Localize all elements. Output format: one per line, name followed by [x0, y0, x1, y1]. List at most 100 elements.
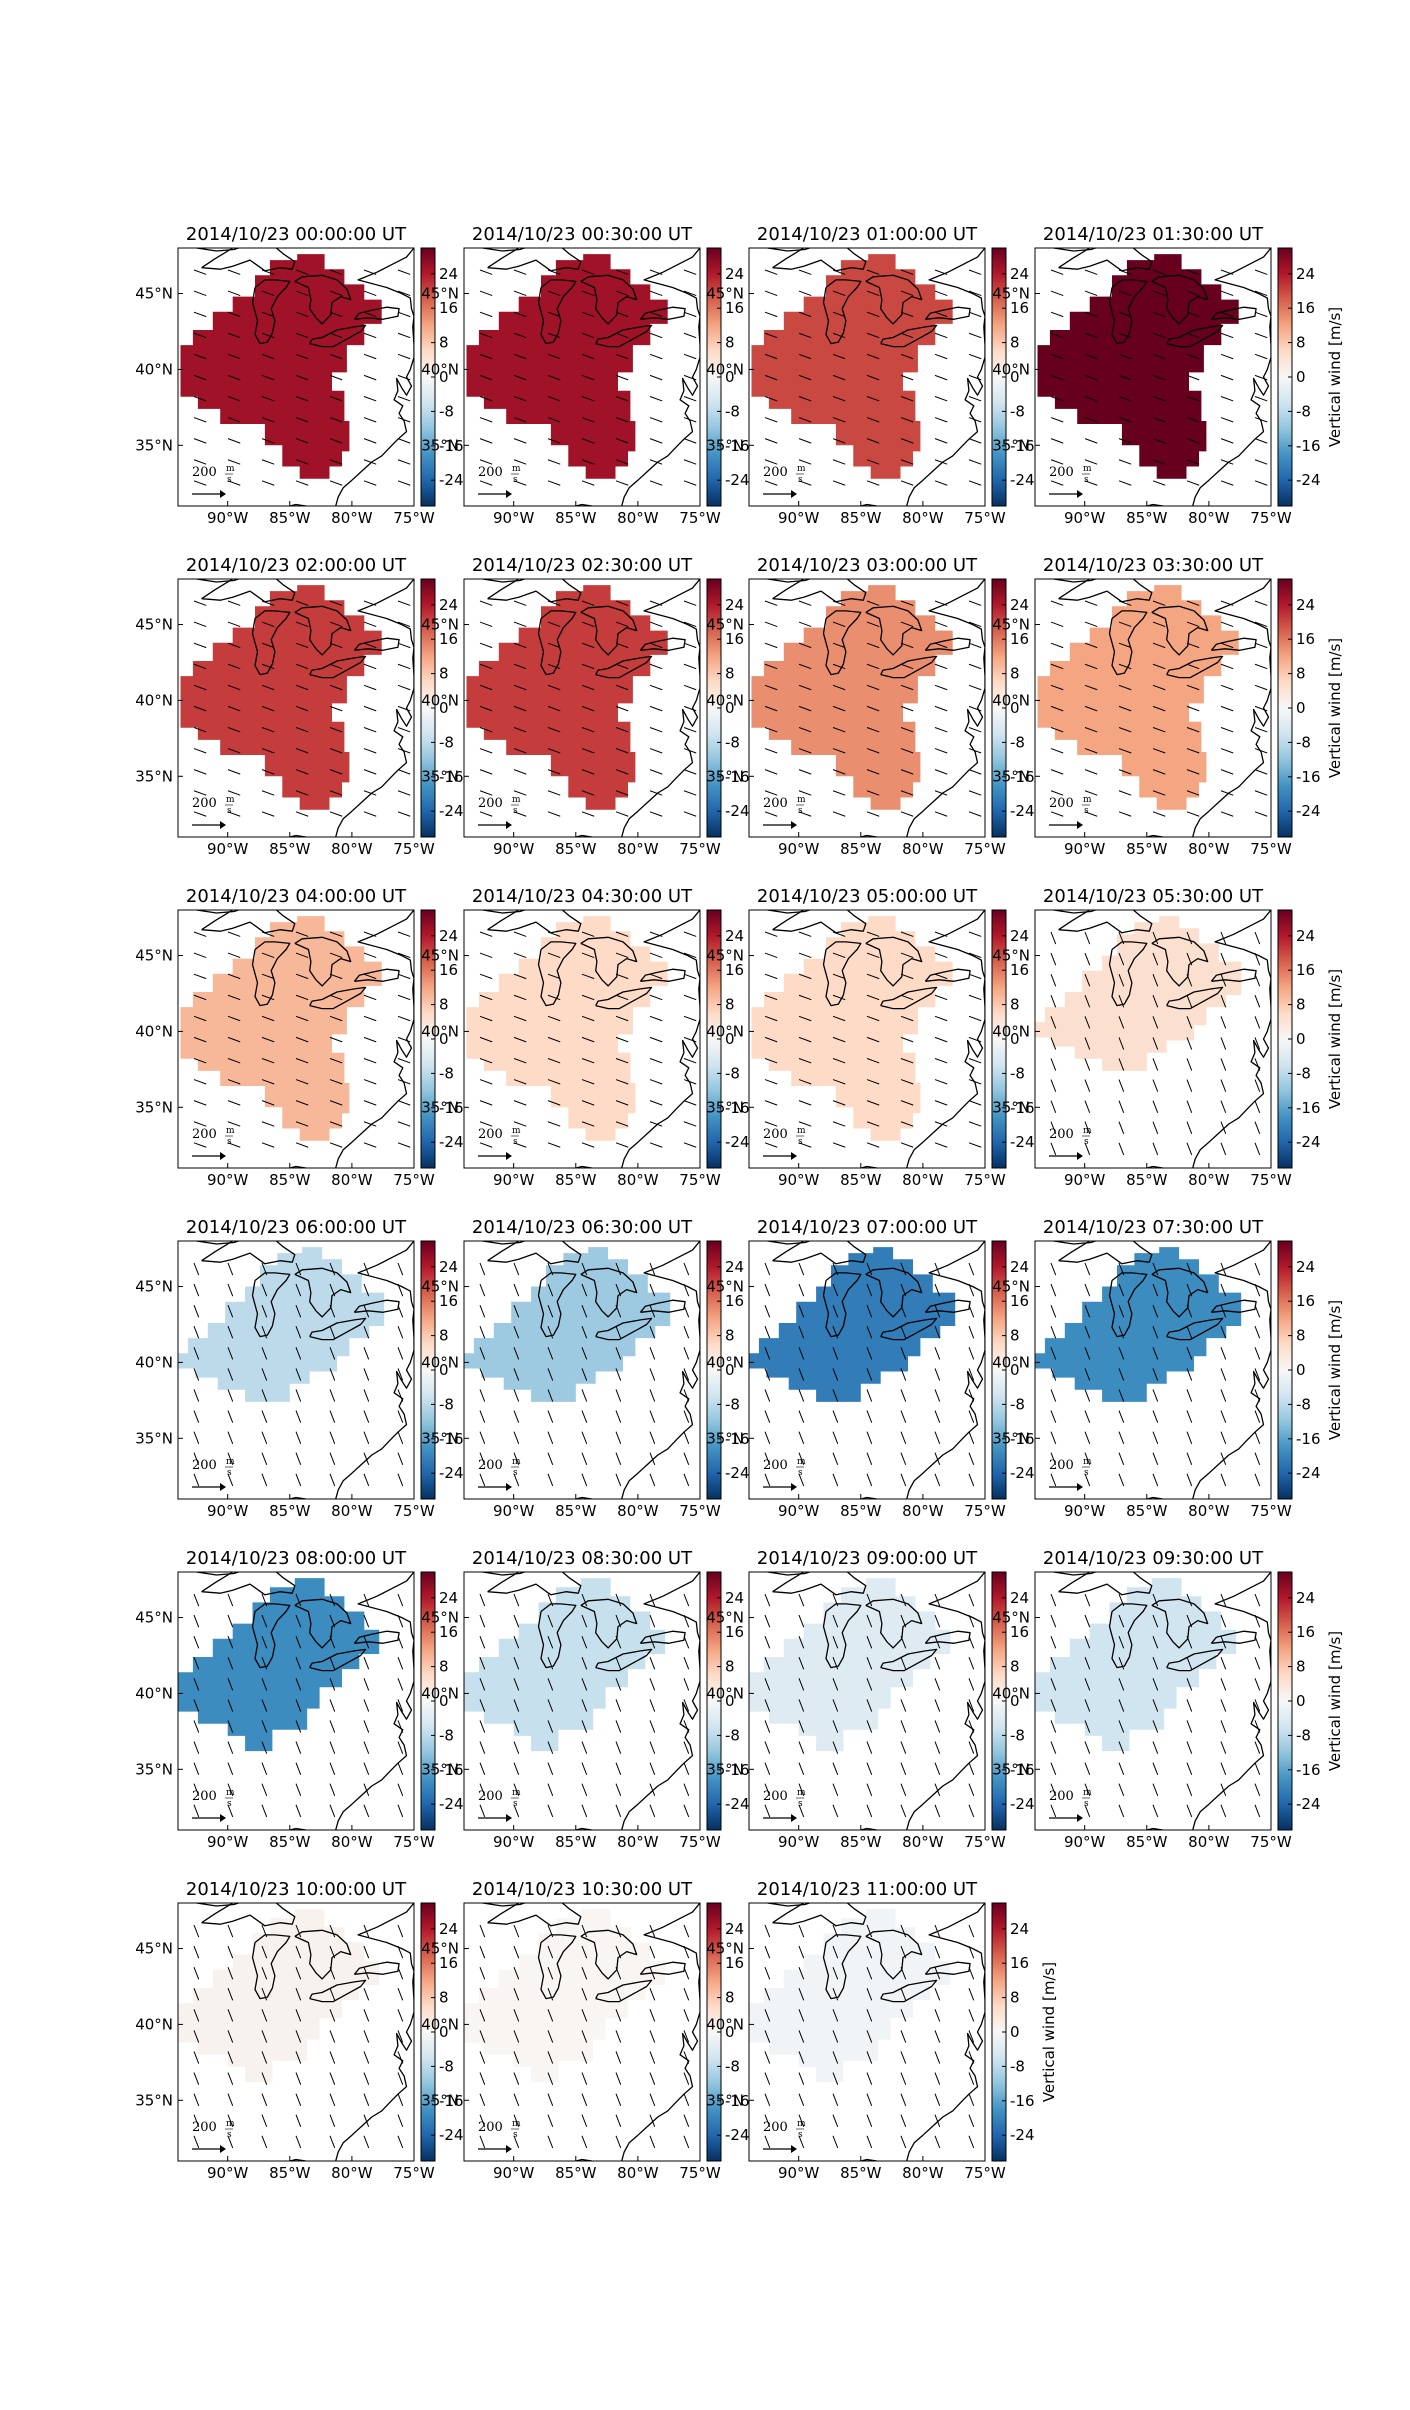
wind-arrow — [832, 684, 846, 691]
wind-arrow — [1084, 1783, 1091, 1797]
wind-arrow — [1152, 642, 1166, 649]
colorbar-tick-label: 0 — [725, 1361, 735, 1379]
wind-arrow — [934, 2135, 941, 2149]
wind-arrow — [683, 663, 697, 670]
wind-arrow — [329, 1783, 336, 1797]
wind-arrow — [649, 1036, 663, 1043]
wind-arrow — [683, 311, 697, 318]
wind-arrow — [968, 2072, 975, 2085]
wind-arrow — [968, 952, 982, 959]
colorbar-tick-label: 8 — [1010, 996, 1020, 1014]
wind-arrow — [397, 1720, 404, 1733]
scale-arrow-head — [220, 1814, 226, 1822]
scale-unit-den: s — [1084, 1799, 1089, 1809]
wind-arrow — [193, 1304, 200, 1318]
wind-arrow — [363, 1945, 370, 1959]
wind-arrow — [1152, 269, 1166, 275]
lake-erie — [880, 1979, 938, 2003]
wind-arrow — [798, 1015, 812, 1022]
wind-arrow — [1220, 1635, 1227, 1649]
wind-arrow — [1186, 1347, 1193, 1360]
wind-arrow — [900, 663, 914, 670]
wind-arrow — [1050, 1037, 1057, 1050]
wind-arrow — [295, 1036, 309, 1043]
wind-arrow — [934, 1283, 941, 1297]
vertical-wind-field — [1037, 254, 1239, 479]
lat-tick-label: 45°N — [706, 1940, 744, 1958]
lat-tick-label: 40°N — [706, 1022, 744, 1040]
colorbar-tick-label: -16 — [725, 437, 750, 455]
panel-frame — [748, 1902, 986, 2162]
wind-arrow — [363, 748, 377, 754]
wind-arrow — [1152, 1347, 1159, 1360]
wind-arrow — [513, 269, 527, 275]
wind-arrow — [329, 1452, 336, 1466]
wind-arrow — [832, 727, 846, 733]
wind-arrow — [764, 1368, 771, 1381]
wind-arrow — [261, 1015, 275, 1022]
coastline — [906, 910, 985, 1168]
wind-arrow — [649, 438, 663, 444]
colorbar-tick-label: -24 — [439, 1464, 464, 1482]
wind-arrow — [934, 1410, 941, 1423]
wind-arrow — [798, 1783, 805, 1797]
wind-arrow — [934, 2072, 941, 2085]
lon-tick-label: 90°W — [1064, 840, 1106, 858]
wind-arrow — [193, 1741, 200, 1754]
wind-arrow — [764, 1283, 771, 1297]
wind-arrow — [832, 1368, 839, 1381]
wind-arrow — [513, 1036, 527, 1043]
wind-arrow — [1152, 353, 1166, 360]
lake-erie — [309, 655, 367, 679]
wind-arrow — [581, 2030, 588, 2043]
wind-arrow — [261, 2114, 268, 2128]
wind-arrow — [397, 994, 411, 1001]
wind-arrow — [1220, 642, 1234, 649]
wind-arrow — [968, 1142, 982, 1148]
wind-arrow — [1118, 1121, 1125, 1135]
map-area — [749, 1572, 985, 1830]
lake-michigan — [537, 1603, 577, 1669]
wind-arrow — [866, 811, 880, 817]
wind-arrow — [1050, 1635, 1057, 1649]
wind-arrow — [261, 1036, 275, 1043]
wind-arrow — [1254, 1058, 1261, 1071]
wind-arrow — [1050, 748, 1064, 754]
wind-arrow — [227, 684, 241, 691]
wind-arrow — [1254, 1593, 1261, 1607]
wind-arrow — [1118, 1762, 1125, 1775]
wind-arrow — [261, 1142, 275, 1148]
wind-arrow — [261, 332, 275, 339]
wind-arrow — [329, 2135, 336, 2149]
wind-arrow — [547, 705, 561, 712]
wind-arrow — [295, 1473, 302, 1487]
wind-arrow — [866, 1262, 873, 1276]
coastline — [621, 579, 700, 837]
wind-arrow — [1220, 663, 1234, 670]
wind-arrow — [547, 952, 561, 959]
wind-arrow — [900, 684, 914, 691]
scale-unit-num: m — [512, 2119, 521, 2129]
wind-arrow — [968, 2114, 975, 2128]
colorbar-tick-label: 24 — [1296, 927, 1315, 945]
wind-arrow — [363, 396, 377, 402]
wind-arrow — [934, 994, 948, 1001]
wind-arrow — [193, 1368, 200, 1381]
wind-arrow — [227, 1678, 234, 1691]
wind-arrow — [1152, 769, 1166, 775]
wind-arrow — [1118, 684, 1132, 691]
lon-tick-label: 75°W — [964, 509, 1006, 527]
lat-tick-label: 40°N — [992, 691, 1030, 709]
panel-title: 2014/10/23 10:30:00 UT — [472, 1879, 693, 1900]
wind-arrow — [1050, 705, 1064, 712]
wind-arrow — [1084, 332, 1098, 339]
wind-arrow — [934, 2093, 941, 2106]
wind-arrow — [968, 1058, 982, 1064]
wind-arrow — [798, 353, 812, 360]
lon-tick-label: 85°W — [840, 509, 882, 527]
coastline-north — [1053, 579, 1098, 583]
scale-value: 200 — [763, 1127, 788, 1142]
colorbar-tick-label: -24 — [1296, 1133, 1321, 1151]
